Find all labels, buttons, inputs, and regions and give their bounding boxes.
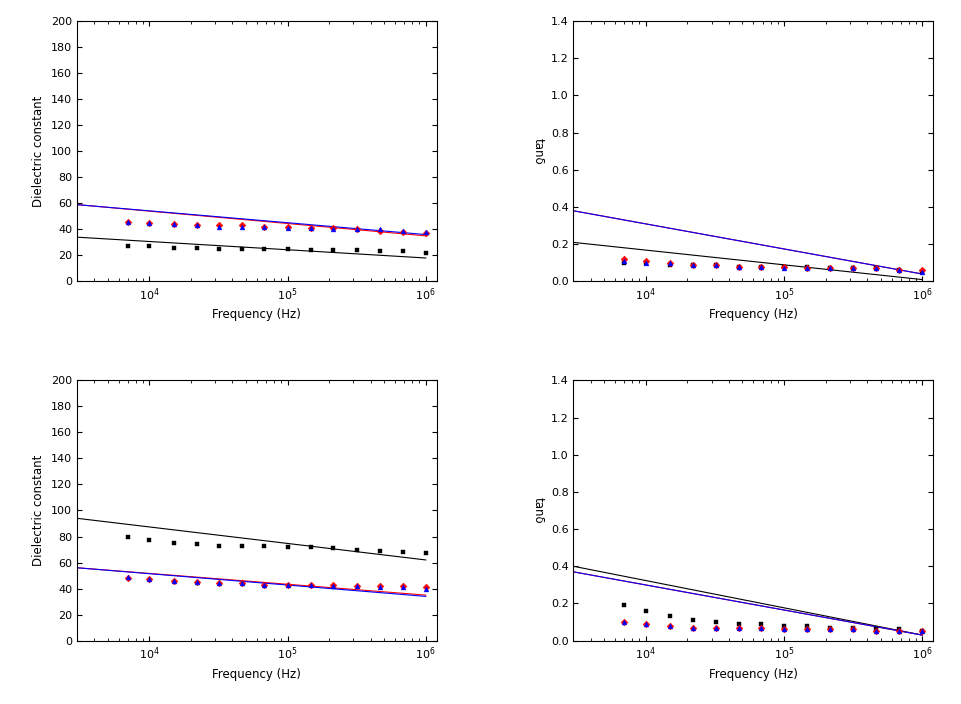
Y-axis label: Dielectric constant: Dielectric constant	[33, 96, 45, 207]
X-axis label: Frequency (Hz): Frequency (Hz)	[212, 667, 301, 681]
X-axis label: Frequency (Hz): Frequency (Hz)	[708, 667, 797, 681]
Y-axis label: Dielectric constant: Dielectric constant	[33, 455, 45, 566]
X-axis label: Frequency (Hz): Frequency (Hz)	[212, 308, 301, 322]
Y-axis label: tanδ: tanδ	[530, 497, 544, 524]
X-axis label: Frequency (Hz): Frequency (Hz)	[708, 308, 797, 322]
Y-axis label: tanδ: tanδ	[530, 138, 544, 165]
